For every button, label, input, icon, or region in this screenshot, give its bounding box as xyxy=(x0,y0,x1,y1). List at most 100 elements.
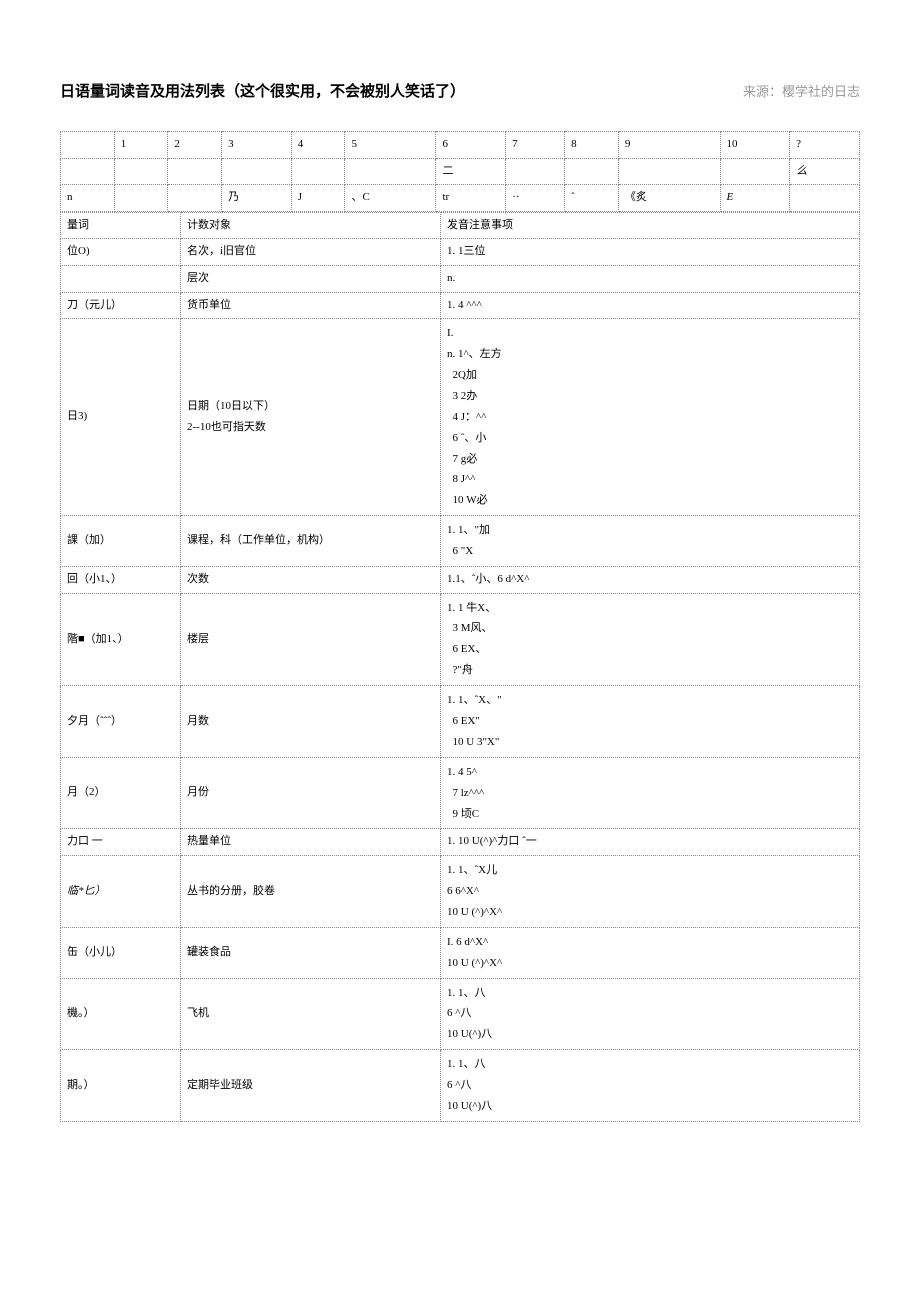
cell xyxy=(114,158,168,185)
target-cell: 层次 xyxy=(181,265,441,292)
table-row: 夕月（ˆˆˆ） 月数 1. 1、ˆX、" 6 EX" 10 U 3"X" xyxy=(61,686,860,758)
cell: 3 xyxy=(222,132,292,159)
table-row: 課（加） 课程，科（工作单位，机构） 1. 1、"加 6 "X xyxy=(61,516,860,567)
target-cell: 丛书的分册，胶卷 xyxy=(181,856,441,928)
column-header: 计数对象 xyxy=(181,212,441,239)
cell: 《炙 xyxy=(618,185,720,212)
table-row: 機。） 飞机 1. 1、八6 ^八10 U(^)八 xyxy=(61,978,860,1050)
cell: tr xyxy=(436,185,506,212)
note-cell: I.n. 1^、左方 2Q加 3 2办 4 J：^^ 6 ˆ、小 7 g必 8 … xyxy=(441,319,860,516)
target-cell: 课程，科（工作单位，机构） xyxy=(181,516,441,567)
counter-cell: 力口 一 xyxy=(61,829,181,856)
cell: ˆ xyxy=(565,185,619,212)
table-row: 位O) 名次，i旧官位 1. 1三位 xyxy=(61,239,860,266)
target-cell: 名次，i旧官位 xyxy=(181,239,441,266)
cell xyxy=(61,132,115,159)
page-source: 来源：樱学社的日志 xyxy=(743,81,860,100)
table-row: 月（2） 月份 1. 4 5^ 7 lz^^^ 9 顷C xyxy=(61,757,860,829)
counter-cell: 期。） xyxy=(61,1050,181,1122)
cell: 8 xyxy=(565,132,619,159)
target-cell: 月数 xyxy=(181,686,441,758)
cell: 乃 xyxy=(222,185,292,212)
counter-cell: 階■（加1、） xyxy=(61,593,181,686)
counter-cell: 夕月（ˆˆˆ） xyxy=(61,686,181,758)
cell xyxy=(618,158,720,185)
target-cell: 飞机 xyxy=(181,978,441,1050)
cell: E xyxy=(720,185,790,212)
note-cell: 1. 10 U(^)^力口 ˆ一 xyxy=(441,829,860,856)
cell: J xyxy=(291,185,345,212)
table-row: 期。） 定期毕业班级 1. 1、八6 ^八10 U(^)八 xyxy=(61,1050,860,1122)
cell xyxy=(222,158,292,185)
target-cell: 罐装食品 xyxy=(181,927,441,978)
counter-cell: 位O) xyxy=(61,239,181,266)
counter-cell: 刀（元儿） xyxy=(61,292,181,319)
number-reference-table: 1 2 3 4 5 6 7 8 9 10 ? 二 么 n 乃 J 、C tr ·… xyxy=(60,131,860,212)
table-row: 层次 n. xyxy=(61,265,860,292)
target-cell: 货币单位 xyxy=(181,292,441,319)
table-row: n 乃 J 、C tr ·· ˆ 《炙 E xyxy=(61,185,860,212)
target-cell: 热量单位 xyxy=(181,829,441,856)
target-cell: 月份 xyxy=(181,757,441,829)
cell xyxy=(790,185,860,212)
column-header: 量词 xyxy=(61,212,181,239)
counter-cell: 日3) xyxy=(61,319,181,516)
table-row: 日3) 日期（10日以下）2--10也可指天数 I.n. 1^、左方 2Q加 3… xyxy=(61,319,860,516)
note-cell: 1. 4 5^ 7 lz^^^ 9 顷C xyxy=(441,757,860,829)
target-cell: 定期毕业班级 xyxy=(181,1050,441,1122)
note-cell: 1. 1、八6 ^八10 U(^)八 xyxy=(441,1050,860,1122)
cell: 2 xyxy=(168,132,222,159)
cell: ? xyxy=(790,132,860,159)
note-cell: 1. 1、"加 6 "X xyxy=(441,516,860,567)
counter-words-table: 量词 计数对象 发音注意事项 位O) 名次，i旧官位 1. 1三位 层次 n. … xyxy=(60,212,860,1122)
cell xyxy=(168,158,222,185)
table-row: 缶（小儿） 罐装食品 I. 6 d^X^10 U (^)^X^ xyxy=(61,927,860,978)
cell: 么 xyxy=(790,158,860,185)
table-row: 力口 一 热量单位 1. 10 U(^)^力口 ˆ一 xyxy=(61,829,860,856)
note-cell: 1. 4 ^^^ xyxy=(441,292,860,319)
note-cell: 1. 1 牛X、 3 M风、 6 EX、 ?"舟 xyxy=(441,593,860,686)
cell xyxy=(61,158,115,185)
counter-cell xyxy=(61,265,181,292)
target-cell: 楼层 xyxy=(181,593,441,686)
cell: 、C xyxy=(345,185,436,212)
cell: 1 xyxy=(114,132,168,159)
note-cell: 1. 1、八6 ^八10 U(^)八 xyxy=(441,978,860,1050)
cell: 5 xyxy=(345,132,436,159)
table-row: 刀（元儿） 货币单位 1. 4 ^^^ xyxy=(61,292,860,319)
note-cell: 1. 1、ˆX儿6 6^X^10 U (^)^X^ xyxy=(441,856,860,928)
cell xyxy=(345,158,436,185)
cell: 二 xyxy=(436,158,506,185)
cell xyxy=(720,158,790,185)
note-cell: 1. 1、ˆX、" 6 EX" 10 U 3"X" xyxy=(441,686,860,758)
page-title: 日语量词读音及用法列表（这个很实用，不会被别人笑话了） xyxy=(60,80,465,101)
cell xyxy=(291,158,345,185)
cell: 6 xyxy=(436,132,506,159)
counter-cell: 缶（小儿） xyxy=(61,927,181,978)
note-cell: n. xyxy=(441,265,860,292)
counter-cell: 機。） xyxy=(61,978,181,1050)
cell xyxy=(114,185,168,212)
counter-cell: 月（2） xyxy=(61,757,181,829)
column-header: 发音注意事项 xyxy=(441,212,860,239)
cell: n xyxy=(61,185,115,212)
note-cell: 1. 1三位 xyxy=(441,239,860,266)
cell xyxy=(168,185,222,212)
cell: 4 xyxy=(291,132,345,159)
cell: 7 xyxy=(506,132,565,159)
table-row: 1 2 3 4 5 6 7 8 9 10 ? xyxy=(61,132,860,159)
target-cell: 日期（10日以下）2--10也可指天数 xyxy=(181,319,441,516)
note-cell: I. 6 d^X^10 U (^)^X^ xyxy=(441,927,860,978)
page-header: 日语量词读音及用法列表（这个很实用，不会被别人笑话了） 来源：樱学社的日志 xyxy=(60,80,860,101)
table-row: 二 么 xyxy=(61,158,860,185)
target-cell: 次数 xyxy=(181,566,441,593)
table-row: 临*匕） 丛书的分册，胶卷 1. 1、ˆX儿6 6^X^10 U (^)^X^ xyxy=(61,856,860,928)
cell: 10 xyxy=(720,132,790,159)
table-row: 階■（加1、） 楼层 1. 1 牛X、 3 M风、 6 EX、 ?"舟 xyxy=(61,593,860,686)
cell xyxy=(565,158,619,185)
counter-cell: 回（小1、） xyxy=(61,566,181,593)
cell xyxy=(506,158,565,185)
cell: 9 xyxy=(618,132,720,159)
table-row: 回（小1、） 次数 1.1、ˆ小、6 d^X^ xyxy=(61,566,860,593)
counter-cell: 課（加） xyxy=(61,516,181,567)
